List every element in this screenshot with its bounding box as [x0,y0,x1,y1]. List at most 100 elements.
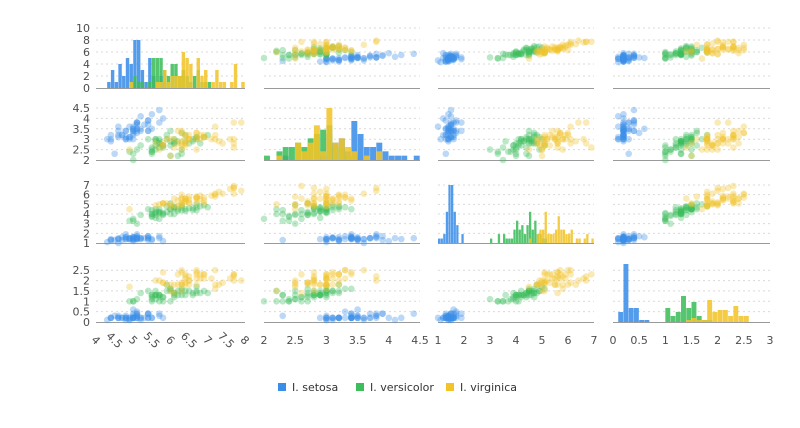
scatter-point [523,289,530,297]
scatter-point [439,314,447,322]
scatter-point [273,287,280,295]
scatter-point [554,137,561,145]
scatter-point [452,312,460,320]
scatter-point [523,144,530,151]
scatter-point [148,295,156,303]
scatter-point [672,48,680,55]
scatter-point [148,210,156,218]
scatter-point [528,289,535,297]
scatter-point [620,131,627,139]
scatter-point [620,110,627,118]
scatter-point [329,197,336,204]
legend-swatch[interactable] [446,383,454,391]
histogram-bar [155,82,160,88]
histogram-bar [707,300,713,322]
scatter-point [662,210,669,218]
histogram-bar [521,225,524,243]
legend-swatch[interactable] [278,383,286,391]
scatter-point [167,287,174,295]
scatter-point [502,291,509,299]
scatter-point [152,291,159,299]
legend-swatch[interactable] [356,383,364,391]
scatter-point [641,233,648,241]
legend-label[interactable]: I. setosa [292,381,338,394]
scatter-point [197,135,204,143]
scatter-point [310,46,318,53]
legend-label[interactable]: I. virginica [460,381,517,394]
scatter-point [523,289,530,297]
scatter-point [170,144,178,151]
scatter-point [677,206,685,214]
scatter-point [625,57,632,65]
scatter-point [335,41,343,49]
scatter-point [323,49,330,56]
scatter-point [620,231,627,238]
scatter-point [200,194,208,201]
scatter-point [193,195,200,202]
scatter-point [434,57,442,64]
scatter-point [141,314,148,322]
scatter-point [170,210,178,218]
scatter-point [538,283,546,291]
scatter-point [714,140,721,147]
scatter-point [620,236,627,244]
legend-label[interactable]: I. versicolor [370,381,434,394]
scatter-point [360,41,368,49]
histogram-bar [448,185,451,243]
scatter-point [719,133,727,141]
scatter-point [174,137,182,145]
x-tick-label: 7.5 [215,330,237,352]
scatter-point [335,192,343,199]
scatter-point [152,135,159,143]
scatter-point [279,210,287,218]
scatter-point [310,273,318,280]
scatter-point [373,38,380,46]
scatter-point [323,316,330,324]
scatter-point [182,287,189,295]
scatter-point [620,49,627,57]
y-tick-label: 0 [83,82,90,95]
scatter-point [452,50,460,58]
scatter-point [174,287,182,295]
scatter-point [533,140,541,147]
scatter-point [126,217,133,225]
x-tick-label: 6 [565,334,572,347]
scatter-point [178,146,185,153]
scatter-point [185,135,193,143]
scatter-point [156,297,163,305]
scatter-point [682,203,690,211]
scatter-point [520,137,528,145]
scatter-point [323,201,330,208]
scatter-point [556,271,564,278]
scatter-point [445,314,452,322]
scatter-point [447,57,455,64]
scatter-point [564,281,572,289]
scatter-point [677,51,685,59]
scatter-point [620,53,627,61]
histogram-bar [174,76,178,88]
scatter-point [620,237,627,245]
scatter-point [273,287,280,295]
scatter-point [588,144,595,151]
scatter-point [107,314,115,322]
scatter-point [630,54,638,61]
scatter-point [310,48,318,55]
scatter-point [354,312,361,320]
scatter-point [129,237,137,245]
scatter-point [115,239,122,247]
scatter-point [152,208,159,216]
scatter-point [662,142,669,149]
scatter-point [341,44,349,52]
scatter-point [310,275,318,282]
scatter-point [494,150,502,158]
scatter-point [677,142,685,149]
scatter-point [541,281,548,289]
scatter-point [450,314,457,322]
scatter-point [677,140,685,147]
scatter-point [709,140,716,147]
scatter-point [536,46,543,54]
scatter-point [185,277,193,284]
scatter-point [366,234,374,242]
scatter-point [291,201,299,208]
scatter-point [549,127,556,135]
